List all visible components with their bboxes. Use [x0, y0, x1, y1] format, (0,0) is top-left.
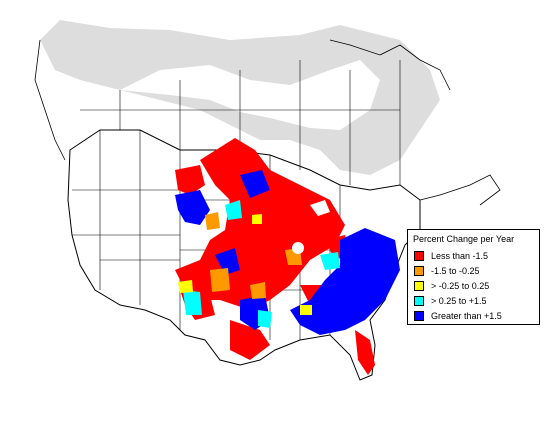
legend-swatch [414, 266, 424, 276]
legend-label: > 0.25 to +1.5 [431, 296, 487, 306]
legend-title: Percent Change per Year [413, 234, 515, 244]
legend-swatch [414, 296, 424, 306]
trend-data-layer [175, 138, 400, 375]
legend-swatch [414, 311, 424, 321]
legend-swatch [414, 281, 424, 291]
legend-label: > -0.25 to 0.25 [431, 281, 490, 291]
legend-label: -1.5 to -0.25 [431, 266, 480, 276]
legend-item: > 0.25 to +1.5 [414, 295, 487, 307]
legend-item: Less than -1.5 [414, 250, 488, 262]
legend-item: -1.5 to -0.25 [414, 265, 480, 277]
legend: Percent Change per Year Less than -1.5 -… [407, 229, 540, 325]
coastline-details [34, 39, 501, 206]
legend-item: Greater than +1.5 [414, 310, 502, 322]
legend-item: > -0.25 to 0.25 [414, 280, 489, 292]
land-band [120, 60, 380, 130]
legend-label: Less than -1.5 [431, 251, 489, 261]
legend-swatch [414, 251, 424, 261]
legend-label: Greater than +1.5 [431, 311, 502, 321]
